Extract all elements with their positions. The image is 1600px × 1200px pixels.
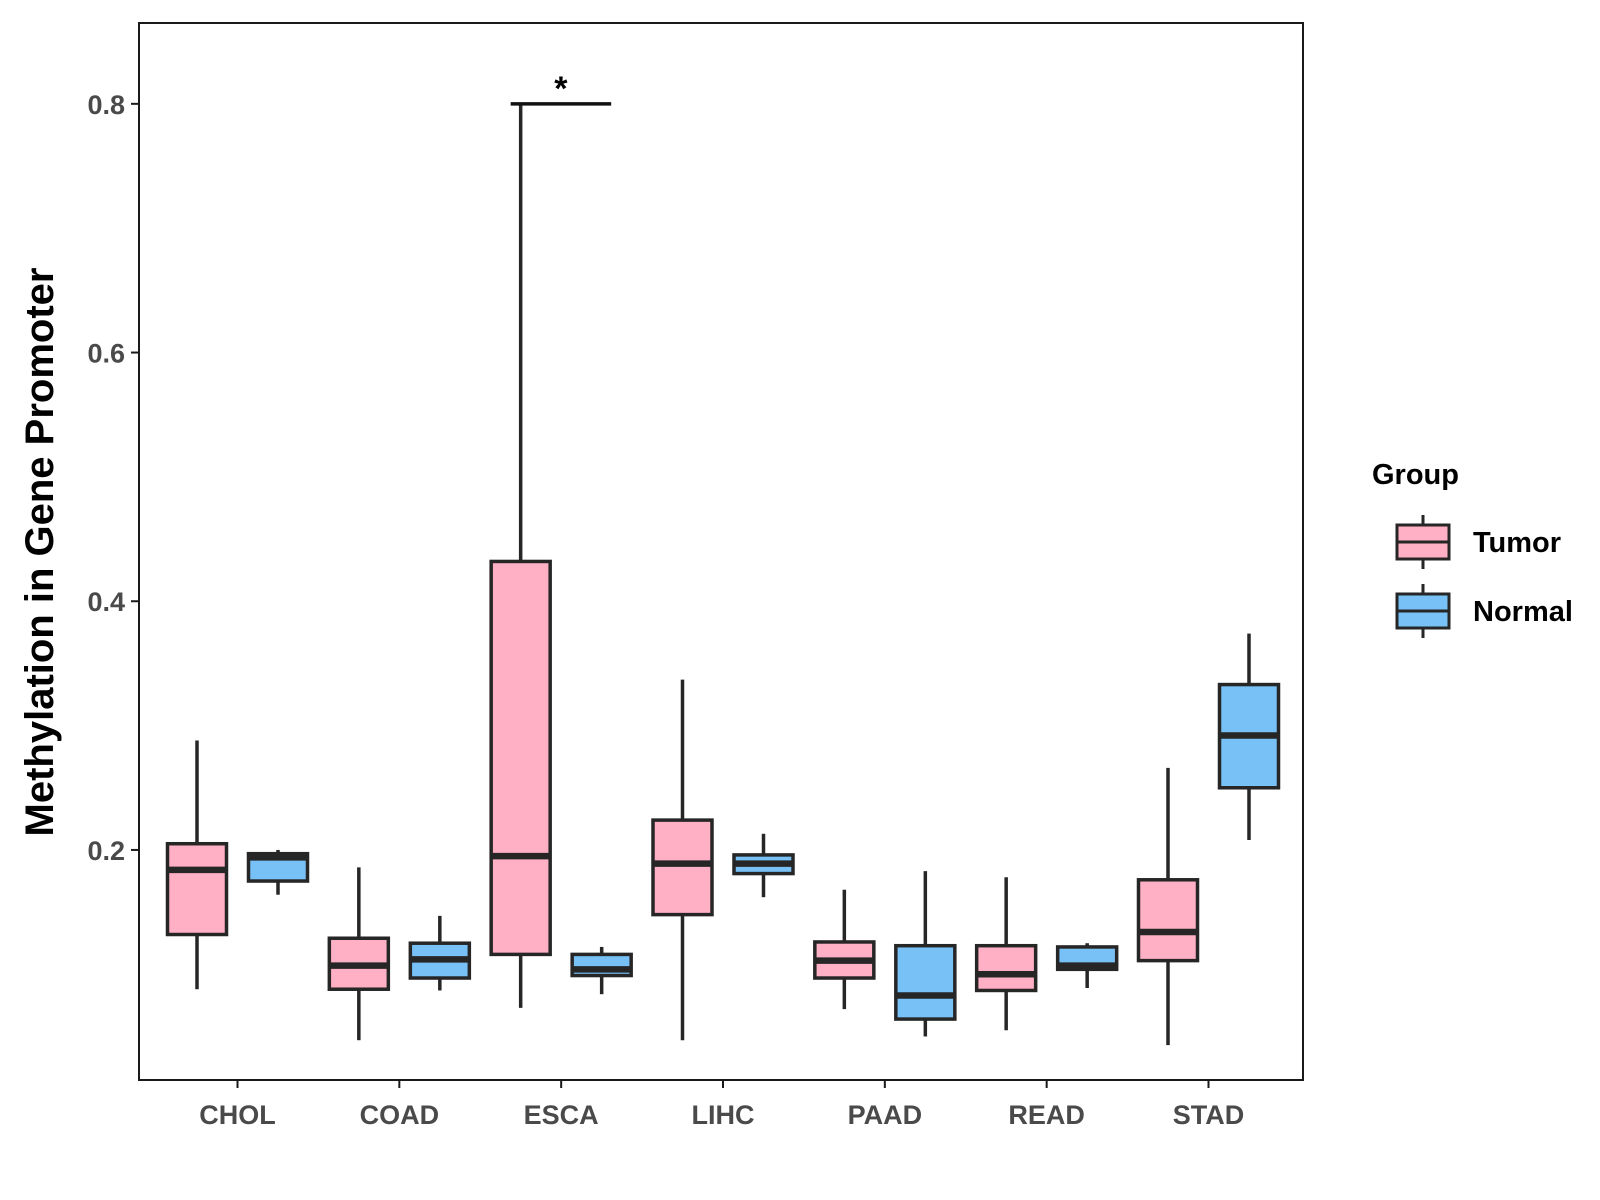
box-iqr: [489, 559, 552, 957]
box-normal-paad: [894, 871, 957, 1037]
legend-title: Group: [1372, 459, 1459, 491]
y-tick-label: 0.6: [87, 339, 125, 369]
y-tick-label: 0.4: [87, 587, 125, 617]
box-normal-lihc: [732, 833, 795, 898]
box-normal-stad: [1217, 633, 1281, 840]
legend-entry-normal: Normal: [1395, 584, 1573, 638]
y-tick-label: 0.8: [87, 90, 125, 120]
box-tumor-paad: [813, 889, 876, 1010]
box-normal-chol: [246, 849, 310, 895]
box-iqr: [974, 943, 1038, 993]
legend: Group Tumor Normal: [1372, 459, 1573, 638]
x-tick-label: PAAD: [848, 1100, 923, 1130]
box-iqr: [894, 943, 957, 1021]
x-axis: CHOL COAD ESCA LIHC PAAD READ STAD: [199, 1080, 1244, 1130]
box-tumor-esca: [489, 103, 552, 1008]
x-tick-label: STAD: [1173, 1100, 1245, 1130]
box-tumor-lihc: [651, 679, 714, 1041]
y-axis: 0.2 0.4 0.6 0.8: [87, 90, 139, 866]
box-tumor-coad: [327, 867, 391, 1041]
box-iqr: [651, 818, 714, 917]
box-tumor-chol: [165, 740, 229, 990]
box-iqr: [1136, 878, 1200, 963]
x-tick-label: READ: [1008, 1100, 1085, 1130]
box-tumor-read: [974, 877, 1038, 1031]
legend-label: Normal: [1473, 596, 1573, 628]
y-axis-title: Methylation in Gene Promoter: [18, 268, 62, 837]
box-normal-read: [1055, 943, 1119, 988]
box-iqr: [165, 841, 229, 937]
box-normal-esca: [570, 946, 633, 995]
box-normal-coad: [408, 915, 472, 991]
box-tumor-stad: [1136, 767, 1200, 1046]
x-tick-label: CHOL: [199, 1100, 276, 1130]
significance-marker: *: [554, 70, 568, 108]
y-tick-label: 0.2: [87, 836, 125, 866]
legend-label: Tumor: [1473, 527, 1561, 559]
box-series: [165, 103, 1281, 1046]
significance-annotations: *: [510, 70, 612, 108]
x-tick-label: COAD: [360, 1100, 440, 1130]
plot-panel-border: [138, 22, 1304, 1081]
x-tick-label: LIHC: [692, 1100, 755, 1130]
x-tick-label: ESCA: [524, 1100, 599, 1130]
legend-entry-tumor: Tumor: [1395, 515, 1561, 569]
